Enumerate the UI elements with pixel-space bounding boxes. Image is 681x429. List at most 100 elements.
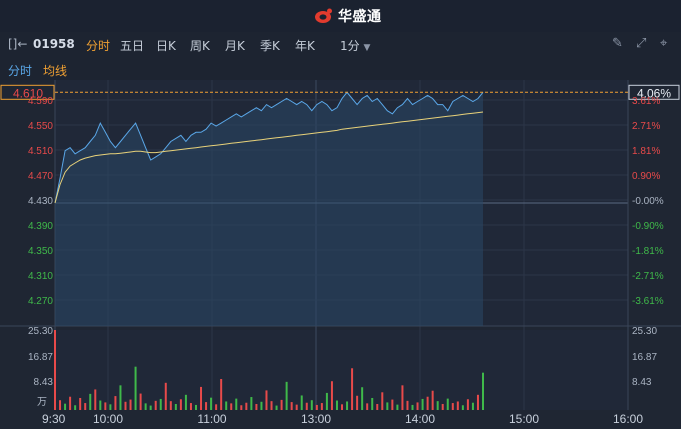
price-tick-label: 4.550 <box>28 121 53 132</box>
volume-bar <box>451 403 454 410</box>
volume-bar <box>431 390 434 410</box>
volume-bar <box>366 403 369 410</box>
avg-price-line <box>54 111 484 204</box>
volume-bar <box>220 379 223 410</box>
pct-tick-label: -3.61% <box>632 296 664 307</box>
pin-icon[interactable]: ⌖ <box>660 36 668 51</box>
pencil-icon[interactable]: ✎ <box>612 36 623 51</box>
tab-weekly-k[interactable]: 周K <box>190 39 210 53</box>
volume-bar <box>351 368 354 410</box>
volume-bar <box>361 387 364 410</box>
tab-quarterly-k[interactable]: 季K <box>260 39 280 53</box>
price-tick-label: 4.590 <box>28 96 53 107</box>
collapse-panel-icon[interactable]: []← <box>8 37 28 51</box>
volume-bar <box>285 381 288 410</box>
volume-bar <box>119 385 122 410</box>
tab-daily-k[interactable]: 日K <box>156 39 176 53</box>
volume-bar <box>265 390 268 410</box>
volume-bar <box>330 381 333 410</box>
volume-bar <box>346 401 349 410</box>
pct-tick-label: 0.90% <box>632 171 660 182</box>
volume-bar <box>300 395 303 410</box>
volume-bar <box>320 403 323 410</box>
volume-bar <box>69 396 72 410</box>
volume-bar <box>215 404 218 410</box>
brand-logo-icon <box>315 8 332 23</box>
volume-bar <box>164 382 167 410</box>
volume-bar <box>205 402 208 410</box>
volume-bar <box>396 404 399 410</box>
volume-bar <box>230 403 233 410</box>
time-tick-label: 16:00 <box>613 412 643 426</box>
pct-tick-label: 2.71% <box>632 121 660 132</box>
volume-bar <box>144 403 147 410</box>
pct-tick-label: -1.81% <box>632 246 664 257</box>
volume-bar <box>411 404 414 410</box>
volume-bar <box>255 403 258 410</box>
volume-bar <box>134 366 137 410</box>
pct-tick-label: -0.90% <box>632 221 664 232</box>
volume-tick-label: 8.43 <box>34 377 54 388</box>
volume-bar <box>64 403 67 410</box>
volume-bar <box>341 404 344 410</box>
volume-bar <box>482 372 484 410</box>
volume-bar <box>335 400 338 410</box>
volume-bar <box>416 402 419 410</box>
volume-bar <box>99 400 102 410</box>
volume-bar <box>406 400 409 410</box>
volume-bar <box>74 405 77 410</box>
volume-bar <box>305 402 308 410</box>
volume-bar <box>149 405 152 410</box>
price-tick-label: 4.270 <box>28 296 53 307</box>
price-tick-label: 4.390 <box>28 221 53 232</box>
price-tick-label: 4.510 <box>28 146 53 157</box>
volume-bar <box>436 401 439 410</box>
brand-name: 华盛通 <box>338 9 382 25</box>
volume-bar <box>59 400 62 410</box>
volume-bar <box>114 396 117 410</box>
expand-icon[interactable]: ⤢ <box>636 36 647 51</box>
volume-bar <box>194 404 197 410</box>
volume-bar <box>240 405 243 410</box>
time-tick-label: 9:30 <box>42 412 66 426</box>
volume-bar <box>54 330 56 410</box>
volume-bar <box>210 397 213 410</box>
volume-bar <box>391 399 394 410</box>
price-tick-label: 4.350 <box>28 246 53 257</box>
volume-bar <box>371 397 374 410</box>
volume-bar <box>275 405 278 410</box>
volume-tick-label: 25.30 <box>28 326 53 337</box>
volume-bar <box>200 386 203 410</box>
time-tick-label: 11:00 <box>197 412 226 426</box>
chevron-down-icon: ▼ <box>363 43 371 53</box>
volume-bar <box>461 405 464 410</box>
volume-bar <box>84 403 87 410</box>
time-tick-label: 10:00 <box>93 412 123 426</box>
volume-bar <box>421 398 424 410</box>
volume-bar <box>154 400 157 410</box>
tab-intraday[interactable]: 分时 <box>86 39 111 53</box>
volume-bar <box>124 401 127 410</box>
tab-five-day[interactable]: 五日 <box>120 39 145 53</box>
stock-code: 01958 <box>33 37 75 51</box>
volume-bar <box>325 392 328 410</box>
price-tick-label: 4.430 <box>28 196 53 207</box>
volume-bar <box>184 394 187 410</box>
tab-yearly-k[interactable]: 年K <box>295 39 315 53</box>
volume-bar <box>315 404 318 410</box>
volume-bar <box>290 402 293 410</box>
volume-bar <box>376 403 379 410</box>
volume-unit-label: 万 <box>37 397 47 408</box>
interval-select[interactable]: 1分 ▼ <box>340 37 370 54</box>
avg-line-label: 均线 <box>43 64 68 78</box>
volume-tick-label-right: 25.30 <box>632 326 657 337</box>
volume-bar <box>129 399 132 410</box>
tab-monthly-k[interactable]: 月K <box>225 39 245 53</box>
volume-bar <box>381 392 384 410</box>
volume-bar <box>295 404 298 410</box>
current-price-label: 4.610 <box>13 86 43 100</box>
volume-bar <box>270 401 273 410</box>
price-tick-label: 4.310 <box>28 271 53 282</box>
volume-tick-label: 16.87 <box>28 352 53 363</box>
